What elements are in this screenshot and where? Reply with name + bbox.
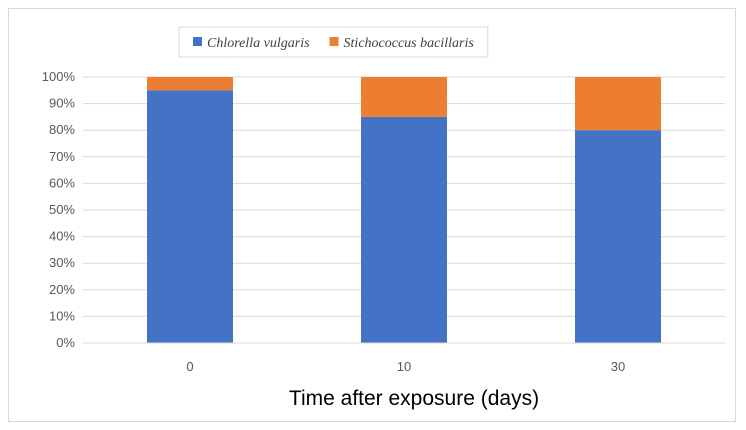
legend-swatch (329, 37, 339, 46)
legend-swatch (193, 37, 202, 46)
y-tick-label: 50% (49, 202, 75, 217)
y-tick-label: 60% (49, 175, 75, 190)
x-tick-label: 30 (611, 359, 625, 374)
x-axis-ticks: 0 10 30 (186, 359, 625, 374)
y-tick-label: 0% (56, 335, 75, 350)
bar-segment-series-1 (147, 90, 233, 343)
y-tick-label: 30% (49, 255, 75, 270)
bar-segment-series-2 (575, 77, 661, 131)
bar-segment-series-2 (361, 77, 447, 117)
y-tick-label: 10% (49, 308, 75, 323)
y-tick-label: 70% (49, 149, 75, 164)
stacked-bar-chart: 0%10%20%30%40%50%60%70%80%90%100% 0 10 30 … (42, 26, 725, 410)
y-tick-label: 40% (49, 229, 75, 244)
bar-segment-series-1 (361, 116, 447, 344)
bar-segment-series-1 (575, 130, 661, 343)
y-axis-ticks: 0% 10% 20% 30% 40% 50% 60% 70% 80% 90% 100% (42, 69, 76, 350)
y-tick-label: 90% (49, 96, 75, 111)
bars (147, 77, 661, 344)
y-tick-label: 80% (49, 122, 75, 137)
bar-segment-series-2 (147, 77, 233, 91)
x-axis-title: Time after exposure (days) (289, 387, 539, 410)
x-tick-label: 10 (397, 359, 411, 374)
x-tick-label: 0 (186, 359, 193, 374)
chart-frame: 0% 10% 20% 30% 40% 50% 60% 70% 80% 90% 100% 0 10 30 … (8, 8, 736, 422)
y-tick-label: 20% (49, 282, 75, 297)
legend-label: Chlorella vulgaris (207, 36, 310, 51)
y-tick-label: 100% (42, 69, 76, 84)
legend-label: Stichococcus bacillaris (344, 36, 475, 51)
legend: Chlorella vulgaris Stichococcus bacillari… (178, 26, 489, 58)
